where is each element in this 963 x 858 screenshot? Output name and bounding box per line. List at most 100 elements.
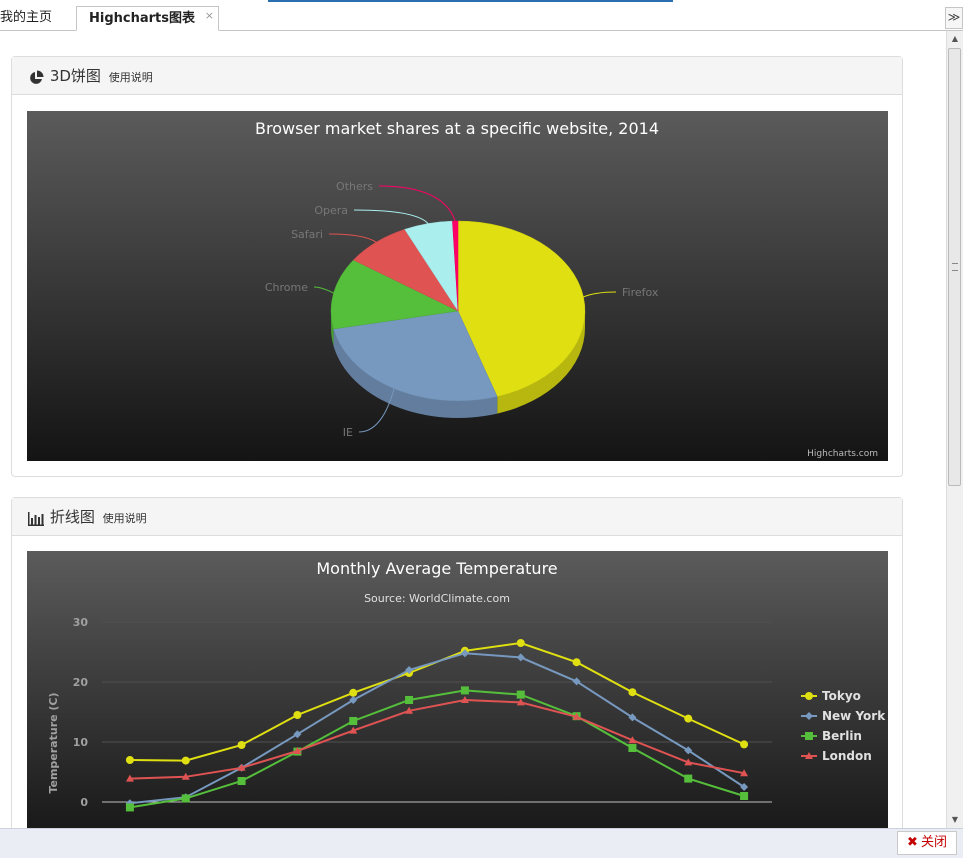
footer-bar: ✖ 关闭 [0,828,963,858]
pie-panel-title: 3D饼图 [49,67,101,85]
data-point-berlin[interactable] [684,774,693,783]
data-point-new-york[interactable] [516,653,525,662]
tab-list-menu-icon[interactable]: ≫ [945,7,963,29]
series-line-new-york[interactable] [129,652,745,805]
pie-label-connector-chrome [313,286,334,294]
pie-data-label-safari: Safari [291,228,323,241]
data-point-tokyo[interactable] [684,714,693,723]
pie-data-label-ie: IE [343,426,353,439]
pie-panel-header: 3D饼图 使用说明 [12,57,902,95]
pie-slice-side-firefox [497,311,585,414]
data-point-london[interactable] [181,772,190,780]
data-point-london[interactable] [572,712,581,720]
data-point-berlin[interactable] [405,696,414,704]
legend-item-tokyo[interactable]: Tokyo [822,689,861,703]
data-point-london[interactable] [293,747,302,754]
pie-label-connector-others [378,185,456,222]
data-point-london[interactable] [125,774,134,782]
line-chart-title: Monthly Average Temperature [316,559,557,578]
line-panel-header: 折线图 使用说明 [12,498,902,536]
tab-bar: 我的主页 Highcharts图表 × ≫ [0,2,963,31]
data-point-berlin[interactable] [740,792,749,800]
legend-marker-berlin[interactable] [805,732,813,740]
data-point-new-york[interactable] [684,746,693,755]
line-chart-subtitle: Source: WorldClimate.com [364,592,510,605]
legend-marker-london[interactable] [805,752,813,759]
pie-chart: Browser market shares at a specific webs… [27,111,888,461]
data-point-tokyo[interactable] [293,711,302,719]
legend-item-london[interactable]: London [822,749,872,763]
data-point-london[interactable] [460,696,469,703]
data-point-new-york[interactable] [628,713,637,722]
tab-close-icon[interactable]: × [204,9,214,22]
data-point-tokyo[interactable] [740,740,749,749]
line-chart-y-axis-title: Temperature (C) [47,692,60,793]
pie-panel-help-link[interactable]: 使用说明 [108,71,153,84]
data-point-london[interactable] [237,763,246,771]
data-point-london[interactable] [516,698,525,706]
data-point-london[interactable] [740,769,749,777]
legend-marker-tokyo[interactable] [805,692,813,700]
data-point-berlin[interactable] [516,690,525,699]
pie-data-label-chrome: Chrome [265,281,308,294]
data-point-tokyo[interactable] [349,688,358,697]
legend-marker-new-york[interactable] [805,712,813,720]
close-x-icon: ✖ [907,835,918,850]
data-point-berlin[interactable] [628,744,637,752]
data-point-berlin[interactable] [237,777,246,785]
pie-chart-panel: 3D饼图 使用说明 Browser market shares at a spe… [11,56,903,477]
data-point-berlin[interactable] [125,803,134,812]
pie-label-connector-ie [358,388,395,433]
data-point-berlin[interactable] [349,717,358,725]
data-point-new-york[interactable] [349,696,358,704]
pie-label-connector-opera [353,209,429,224]
pie-slice-side-chrome [331,311,334,346]
pie-slice-chrome[interactable] [330,259,459,330]
data-point-tokyo[interactable] [628,688,637,697]
pie-label-connector-safari [328,233,377,243]
data-point-tokyo[interactable] [125,756,134,764]
series-line-london[interactable] [129,698,745,780]
data-point-tokyo[interactable] [181,756,190,765]
data-point-new-york[interactable] [572,677,581,686]
top-accent-bar [268,0,673,2]
pie-chart-credits[interactable]: Highcharts.com [807,449,878,459]
data-point-london[interactable] [405,706,414,714]
close-button[interactable]: ✖ 关闭 [897,831,957,855]
pie-chart-icon [30,70,44,84]
scroll-up-arrow-icon[interactable]: ▲ [951,34,959,43]
data-point-new-york[interactable] [405,666,414,674]
legend-item-new-york[interactable]: New York [822,709,886,723]
scrollbar-grip-icon [952,263,958,271]
pie-chart-container: Browser market shares at a specific webs… [27,111,888,461]
scrollbar-thumb[interactable] [948,48,961,486]
data-point-new-york[interactable] [740,783,749,791]
data-point-berlin[interactable] [181,794,190,803]
pie-slice-firefox[interactable] [457,220,586,397]
pie-chart-title: Browser market shares at a specific webs… [255,119,659,138]
legend-item-berlin[interactable]: Berlin [822,729,862,743]
line-chart: Monthly Average Temperature Source: Worl… [27,551,888,828]
y-tick-label: 10 [73,736,89,749]
data-point-tokyo[interactable] [237,741,246,749]
pie-slice-side-ie [333,328,498,418]
pie-data-label-others: Others [336,180,373,193]
data-point-london[interactable] [628,736,637,744]
vertical-scrollbar[interactable]: ▲ ▼ [946,31,963,828]
line-panel-help-link[interactable]: 使用说明 [102,512,147,525]
data-point-london[interactable] [349,726,358,734]
data-point-tokyo[interactable] [516,639,525,647]
data-point-tokyo[interactable] [572,658,581,667]
tab-home[interactable]: 我的主页 [0,10,53,25]
data-point-new-york[interactable] [293,730,302,739]
data-point-new-york[interactable] [460,649,469,658]
pie-label-connector-firefox [583,291,617,298]
scroll-down-arrow-icon[interactable]: ▼ [951,815,959,824]
series-line-berlin[interactable] [129,689,745,809]
main-content: 3D饼图 使用说明 Browser market shares at a spe… [0,31,946,828]
line-chart-background [27,551,888,828]
data-point-london[interactable] [684,758,693,766]
data-point-berlin[interactable] [460,686,469,695]
pie-slice-ie[interactable] [333,310,498,402]
tab-highcharts[interactable]: Highcharts图表 × [76,6,219,31]
